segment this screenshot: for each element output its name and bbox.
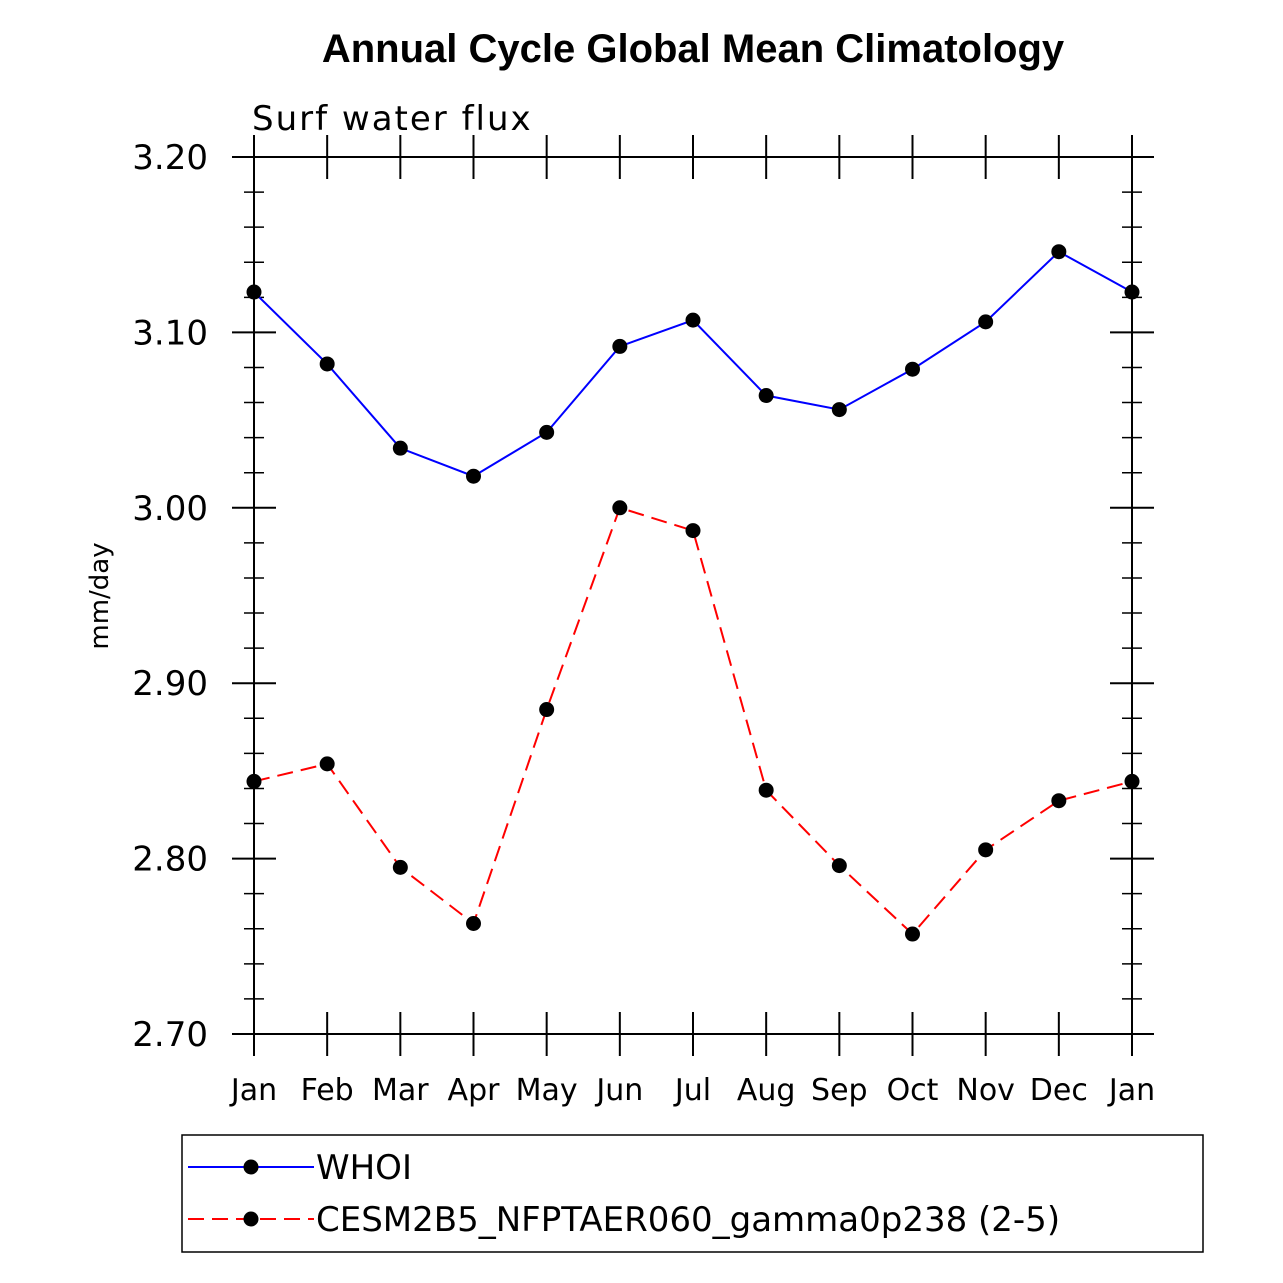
legend-marker <box>243 1159 259 1175</box>
series-1 <box>246 500 1140 942</box>
legend-items: WHOI CESM2B5_NFPTAER060_gamma0p238 (2-5) <box>188 1148 1060 1240</box>
y-tick-label: 2.90 <box>132 664 208 704</box>
x-tick-label: Jun <box>594 1073 643 1108</box>
y-tick-labels: 2.70 2.80 2.90 3.00 3.10 3.20 <box>132 138 208 1055</box>
y-tick-label: 2.70 <box>132 1015 208 1055</box>
x-tick-label: Aug <box>737 1073 796 1108</box>
series-0 <box>246 244 1140 484</box>
legend-marker <box>243 1211 259 1227</box>
legend-box <box>181 1134 1204 1253</box>
x-tick-label: Nov <box>956 1073 1015 1108</box>
data-point <box>319 356 335 372</box>
series-line <box>253 250 1133 478</box>
data-point <box>392 440 408 456</box>
chart-subtitle: Surf water flux <box>252 99 533 139</box>
y-tick-label: 2.80 <box>132 840 208 880</box>
series-layer <box>246 244 1140 942</box>
data-point <box>905 361 920 377</box>
data-point <box>905 926 920 942</box>
axis-ticks <box>232 135 1154 1056</box>
data-point <box>978 842 994 858</box>
x-tick-label: Dec <box>1030 1073 1088 1108</box>
x-tick-label: Oct <box>887 1073 939 1108</box>
x-tick-label: Apr <box>448 1073 501 1108</box>
x-tick-label: Jan <box>229 1073 277 1108</box>
data-point <box>685 523 701 539</box>
data-point <box>612 338 628 354</box>
x-tick-label: May <box>516 1073 578 1108</box>
data-point <box>319 756 335 772</box>
x-tick-label: Jul <box>673 1073 711 1108</box>
data-point <box>539 702 555 718</box>
legend: WHOI CESM2B5_NFPTAER060_gamma0p238 (2-5) <box>181 1134 1204 1253</box>
data-point <box>758 388 774 404</box>
legend-label: CESM2B5_NFPTAER060_gamma0p238 (2-5) <box>316 1200 1060 1240</box>
data-point <box>612 500 628 516</box>
x-tick-label: Feb <box>301 1073 354 1108</box>
y-tick-label: 3.10 <box>132 313 208 353</box>
x-tick-label: Jan <box>1107 1073 1155 1108</box>
data-point <box>831 402 847 418</box>
chart-title: Annual Cycle Global Mean Climatology <box>322 27 1065 71</box>
data-point <box>1051 793 1067 809</box>
data-point <box>758 782 774 798</box>
series-line <box>253 506 1133 936</box>
data-point <box>466 468 481 484</box>
data-point <box>1051 244 1067 260</box>
y-tick-label: 3.20 <box>132 138 208 178</box>
x-tick-label: Sep <box>811 1073 868 1108</box>
data-point <box>978 314 994 330</box>
y-axis-label: mm/day <box>85 542 115 649</box>
data-point <box>539 424 555 440</box>
data-point <box>685 312 701 328</box>
data-point <box>466 915 481 931</box>
y-tick-label: 3.00 <box>132 489 208 529</box>
x-tick-label: Mar <box>372 1073 429 1108</box>
data-point <box>392 859 408 875</box>
data-point <box>831 858 847 874</box>
legend-label: WHOI <box>316 1148 412 1188</box>
plot-frame <box>253 156 1133 1035</box>
x-tick-labels: Jan Feb Mar Apr May Jun Jul Aug Sep Oct Nov Dec Jan <box>229 1073 1155 1108</box>
